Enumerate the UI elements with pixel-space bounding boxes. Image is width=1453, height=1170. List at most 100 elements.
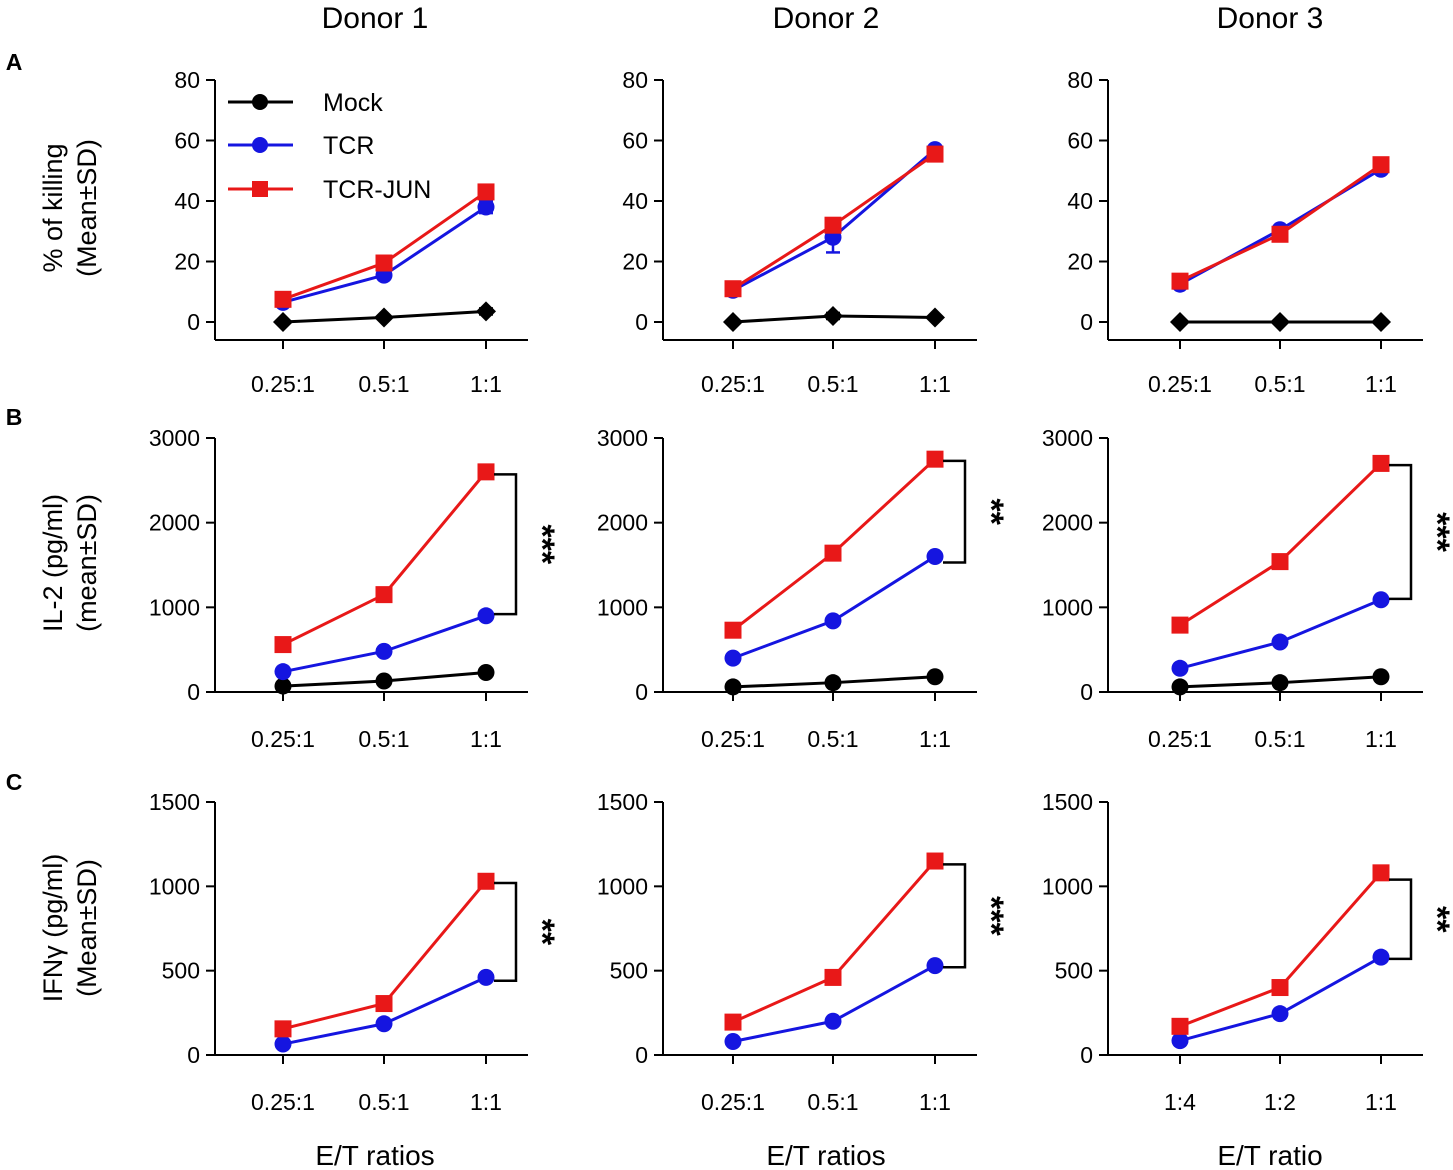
panel-c-donor-3-tcr-jun-line bbox=[1179, 871, 1383, 1028]
panel-b-donor-2-ytick-label-0: 0 bbox=[635, 679, 648, 705]
xlabel-donor-1: E/T ratios bbox=[315, 1140, 434, 1170]
panel-b-donor-1-significance-bracket: *** bbox=[494, 473, 561, 616]
panel-b-donor-3-mock-point-0 bbox=[1171, 678, 1189, 696]
panel-c-donor-1-series-tcr-jun bbox=[274, 872, 495, 1038]
panel-b-donor-2-mock-point-0 bbox=[724, 678, 742, 696]
panel-c-donor-2-significance-stars: *** bbox=[972, 896, 1010, 936]
panel-a-donor-2-series-tcr-jun bbox=[724, 145, 944, 298]
panel-c-donor-3-series-tcr-jun bbox=[1171, 864, 1390, 1035]
panel-c-donor-3-xtick-label-1: 1:2 bbox=[1264, 1089, 1296, 1115]
panel-b-donor-3-series-tcr bbox=[1171, 591, 1390, 677]
panel-b-donor-1-tcr-jun-point-0 bbox=[274, 636, 292, 654]
legend-item-tcr: TCR bbox=[228, 132, 374, 160]
panel-a-donor-3-mock-point-0 bbox=[1170, 312, 1190, 332]
legend-marker-tcr bbox=[252, 137, 268, 153]
panel-a-donor-2-mock-point-1 bbox=[823, 305, 843, 326]
panel-label-c: C bbox=[6, 769, 23, 795]
ylabel-a-line1: % of killing bbox=[38, 143, 68, 272]
panel-c-donor-2-tcr-jun-point-1 bbox=[824, 968, 842, 986]
panel-b-donor-2-significance-bracket: ** bbox=[943, 459, 1010, 564]
panel-c-donor-3-ytick-label-1500: 1500 bbox=[1042, 789, 1093, 815]
panel-b-donor-3-ytick-label-1000: 1000 bbox=[1042, 594, 1093, 620]
panel-c-donor-1-significance-bracket: ** bbox=[494, 881, 561, 983]
panel-c-donor-3-tcr-point-1 bbox=[1271, 1005, 1289, 1023]
panel-c-donor-3-tcr-point-2 bbox=[1372, 948, 1390, 966]
panel-c-donor-2-ytick-label-1000: 1000 bbox=[597, 873, 648, 899]
panel-b-donor-2-series-tcr-jun bbox=[724, 450, 944, 639]
panel-c-donor-1-ytick-label-0: 0 bbox=[187, 1042, 200, 1068]
panel-c-donor-3-tcr-line bbox=[1179, 955, 1382, 1043]
panel-c-donor-3-significance-stars: ** bbox=[1418, 906, 1453, 933]
panel-a-donor-3-series-mock bbox=[1170, 312, 1391, 332]
panel-a-donor-3-mock-point-2 bbox=[1371, 312, 1391, 332]
panel-c-donor-3-tcr-jun-point-0 bbox=[1171, 1017, 1189, 1035]
panel-b-donor-2-bracket-line bbox=[943, 459, 967, 564]
panel-b-donor-1-xtick-label-0: 0.25:1 bbox=[251, 726, 315, 752]
panel-b-donor-1-tcr-jun-line bbox=[282, 470, 488, 646]
donor-2-title: Donor 2 bbox=[773, 2, 880, 35]
panel-b-donor-3-mock-point-1 bbox=[1271, 674, 1289, 692]
panel-a-donor-2-ytick-label-40: 40 bbox=[622, 188, 648, 214]
panel-a-donor-1-mock-point-0 bbox=[273, 312, 293, 332]
panel-a-donor-2-ytick-label-60: 60 bbox=[622, 128, 648, 154]
panel-b-donor-2-tcr-jun-point-1 bbox=[824, 544, 842, 562]
panel-a-donor-2-xtick-label-2: 1:1 bbox=[919, 371, 951, 397]
ylabel-row-c: IFNγ (pg/ml) (Mean±SD) bbox=[38, 854, 102, 1003]
panel-b-donor-2-series-tcr bbox=[724, 548, 944, 667]
panel-c-donor-2-tcr-point-0 bbox=[724, 1033, 742, 1051]
panel-b-donor-1-tcr-jun-point-1 bbox=[375, 586, 393, 604]
legend-marker-tcr-jun bbox=[252, 181, 268, 197]
panel-a-donor-1-ytick-label-0: 0 bbox=[187, 309, 200, 335]
panel-b-donor-2-tcr-point-0 bbox=[724, 649, 742, 667]
panel-c-donor-1-tcr-jun-point-0 bbox=[274, 1020, 292, 1038]
panel-b-donor-1-ytick-label-2000: 2000 bbox=[149, 510, 200, 536]
panel-c-donor-2-xtick-label-2: 1:1 bbox=[919, 1089, 951, 1115]
panel-c-donor-3-tcr-point-0 bbox=[1171, 1032, 1189, 1050]
panel-c-donor-3-bracket-line bbox=[1389, 878, 1413, 961]
panel-b-donor-3-xtick-label-1: 0.5:1 bbox=[1254, 726, 1305, 752]
panel-c-donor-3: 0 500 1000 1500 1:4 1:2 1:1 ** bbox=[1042, 789, 1453, 1115]
panel-b-donor-1-mock-point-1 bbox=[375, 672, 393, 690]
panel-label-b: B bbox=[6, 404, 23, 430]
ylabel-row-b: IL-2 (pg/ml) (mean±SD) bbox=[38, 494, 102, 632]
panel-c-donor-1-ytick-label-1500: 1500 bbox=[149, 789, 200, 815]
panel-b-donor-1: 0 1000 2000 3000 0.25:1 0.5:1 1:1 *** bbox=[149, 425, 561, 752]
panel-b-donor-2-tcr-jun-point-0 bbox=[724, 621, 742, 639]
panel-b-donor-2-ytick-label-3000: 3000 bbox=[597, 425, 648, 451]
panel-b-donor-1-significance-stars: *** bbox=[523, 524, 561, 564]
panel-a-donor-2-tcr-jun-point-1 bbox=[824, 216, 842, 234]
panel-c-donor-2-ytick-label-0: 0 bbox=[635, 1042, 648, 1068]
panel-a-donor-2: 0 20 40 60 80 0.25:1 0.5:1 1:1 bbox=[622, 67, 977, 397]
panel-b-donor-3-series-tcr-jun bbox=[1171, 454, 1390, 634]
panel-a-donor-3-tcr-jun-point-1 bbox=[1271, 225, 1289, 243]
panel-a-donor-1-ytick-label-80: 80 bbox=[174, 67, 200, 93]
panel-b-donor-3-tcr-point-2 bbox=[1372, 591, 1390, 609]
panel-b-donor-1-series-tcr bbox=[274, 607, 495, 681]
panel-b-donor-1-mock-point-0 bbox=[274, 677, 292, 695]
panel-a-donor-2-ytick-label-20: 20 bbox=[622, 249, 648, 275]
panel-b-donor-2-xtick-label-2: 1:1 bbox=[919, 726, 951, 752]
panel-b-donor-2-mock-point-2 bbox=[926, 668, 944, 686]
legend: Mock TCR TCR-JUN bbox=[228, 89, 431, 204]
legend-label-tcr: TCR bbox=[323, 132, 374, 160]
panel-c-donor-1-significance-stars: ** bbox=[523, 919, 561, 946]
panel-a-donor-3-ytick-label-60: 60 bbox=[1067, 128, 1093, 154]
panel-a-donor-1-tcr-jun-point-0 bbox=[274, 290, 292, 308]
panel-a-donor-2-xtick-label-1: 0.5:1 bbox=[807, 371, 858, 397]
panel-b-donor-2: 0 1000 2000 3000 0.25:1 0.5:1 1:1 ** bbox=[597, 425, 1010, 752]
panel-c-donor-1-xtick-label-0: 0.25:1 bbox=[251, 1089, 315, 1115]
panel-a-donor-1-series-mock bbox=[273, 301, 496, 332]
panel-b-donor-1-xtick-label-1: 0.5:1 bbox=[358, 726, 409, 752]
panel-a-donor-3: 0 20 40 60 80 0.25:1 0.5:1 1:1 bbox=[1067, 67, 1423, 397]
panel-a-donor-2-series-mock bbox=[723, 305, 945, 332]
ylabel-b-line1: IL-2 (pg/ml) bbox=[38, 494, 68, 632]
panel-c-donor-1-tcr-jun-point-2 bbox=[477, 872, 495, 890]
legend-marker-mock bbox=[252, 94, 268, 110]
panel-a-donor-3-tcr-jun-point-0 bbox=[1171, 272, 1189, 290]
panel-b-donor-3-ytick-label-0: 0 bbox=[1080, 679, 1093, 705]
ylabel-row-a: % of killing (Mean±SD) bbox=[38, 139, 102, 277]
panel-b-donor-3-significance-bracket: *** bbox=[1389, 463, 1453, 601]
panel-b-donor-1-xtick-label-2: 1:1 bbox=[470, 726, 502, 752]
panel-b-donor-3-ytick-label-2000: 2000 bbox=[1042, 510, 1093, 536]
panel-c-donor-2-tcr-jun-line bbox=[732, 860, 937, 1024]
